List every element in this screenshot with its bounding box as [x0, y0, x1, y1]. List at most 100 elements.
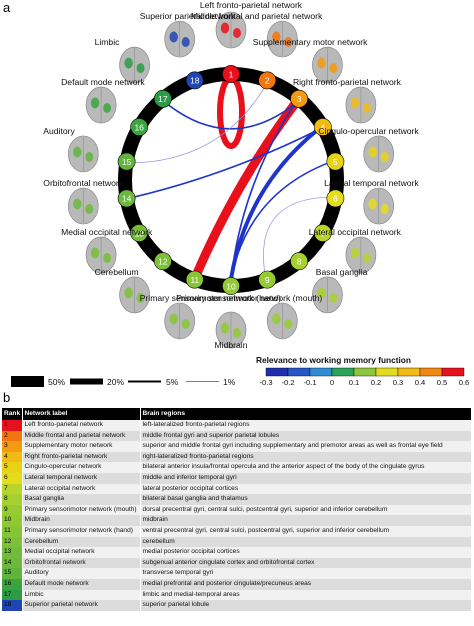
- network-node-3: 3: [290, 89, 309, 108]
- table-row: 2 Middle frontal and parietal network midd…: [2, 430, 472, 442]
- table-row: 13 Medial occipital network medial posteri…: [2, 547, 472, 558]
- node-rank-label: 7: [320, 228, 325, 238]
- brain-thumbnail-6: [363, 187, 395, 225]
- connection-3-10: [230, 103, 296, 280]
- activation-left: [272, 31, 281, 43]
- node-rank-label: 18: [190, 76, 200, 86]
- network-label-4: Right fronto-parietal network: [293, 77, 402, 87]
- panel-b-letter: b: [3, 390, 10, 405]
- rank-cell: 6: [2, 472, 23, 484]
- activation-left: [368, 146, 377, 158]
- network-node-10: 10: [222, 277, 240, 295]
- network-label-8: Basal ganglia: [316, 267, 368, 277]
- activation-right: [85, 204, 94, 215]
- table-row: 16 Default mode network medial prefrontal …: [2, 578, 472, 590]
- node-circle: [326, 189, 345, 208]
- network-label-cell: Supplementary motor network: [22, 441, 141, 452]
- rank-cell: 16: [2, 578, 23, 590]
- brain-thumbnail-10: [215, 311, 247, 349]
- colorbar-tick-label: -0.2: [281, 378, 294, 387]
- network-label-cell: Auditory: [22, 568, 141, 579]
- node-circle: [258, 270, 277, 289]
- activation-right: [136, 292, 145, 303]
- brain-thumbnail-15: [67, 135, 99, 173]
- activation-right: [85, 151, 94, 162]
- table-row: 14 Orbitofrontal network subgenual anterio…: [2, 557, 472, 569]
- activation-right: [329, 63, 338, 74]
- node-rank-label: 17: [158, 94, 168, 104]
- brain-thumbnail-18: [164, 20, 196, 58]
- brain-thumbnail-5: [363, 135, 395, 173]
- colorbar-cell-0: [265, 367, 289, 377]
- node-circle: [222, 277, 240, 295]
- activation-right: [362, 253, 371, 263]
- connection-5-10: [230, 162, 330, 280]
- relevance-colorbar: Relevance to working memory function -0.…: [256, 355, 469, 387]
- activation-right: [181, 37, 190, 48]
- table-row: 10 Midbrain midbrain: [2, 515, 472, 526]
- node-rank-label: 4: [320, 122, 325, 132]
- node-rank-label: 5: [333, 157, 338, 167]
- brain-regions-cell: superior parietal lobule: [140, 600, 472, 611]
- table-row: 11 Primary sensorimotor network (hand) ven…: [2, 525, 472, 537]
- node-circle: [222, 65, 240, 83]
- network-label-cell: Right fronto-parietal network: [22, 451, 141, 463]
- rank-cell: 15: [2, 568, 23, 579]
- brain-thumbnail-11: [164, 302, 196, 340]
- brain-regions-cell: superior and middle frontal gyri includi…: [140, 441, 472, 452]
- table-body: 1 Left fronto-parietal network left-latera…: [2, 420, 472, 611]
- activation-left: [272, 313, 281, 325]
- node-rank-label: 14: [122, 194, 132, 204]
- network-label-13: Medial occipital network: [61, 227, 153, 237]
- connection-3-11: [192, 99, 300, 278]
- node-rank-label: 13: [134, 228, 144, 238]
- header-network-label: Network label: [22, 408, 141, 420]
- rank-cell: 5: [2, 462, 23, 473]
- network-label-9: Primary sensorimotor network (mouth): [176, 293, 322, 303]
- brain-thumbnail-8: [312, 276, 343, 314]
- colorbar-cell-2: [309, 367, 333, 377]
- activation-left: [90, 247, 100, 259]
- colorbar-tick-label: 0.6: [459, 378, 470, 387]
- node-circle: [130, 118, 149, 136]
- rank-cell: 10: [2, 515, 23, 526]
- node-rank-label: 16: [134, 122, 144, 132]
- activation-right: [103, 103, 112, 113]
- panel-a-letter: a: [3, 0, 11, 15]
- network-label-2: Middle frontal and parietal network: [191, 11, 323, 21]
- node-rank-label: 9: [265, 275, 270, 285]
- network-label-cell: Default mode network: [22, 578, 141, 590]
- colorbar-tick-label: -0.1: [303, 378, 316, 387]
- brain-regions-cell: left-lateralized fronto-parietal regions: [140, 420, 472, 431]
- network-node-7: 7: [313, 224, 332, 242]
- node-rank-label: 1: [229, 69, 234, 79]
- network-label-16: Default mode network: [61, 77, 145, 87]
- colorbar-cell-7: [419, 367, 443, 377]
- network-node-2: 2: [258, 71, 277, 90]
- brain-regions-cell: dorsal precentral gyri, central sulci, p…: [140, 504, 472, 516]
- node-circle: [153, 89, 172, 108]
- colorbar-title: Relevance to working memory function: [256, 355, 411, 365]
- network-label-cell: Cingulo-opercular network: [22, 462, 141, 473]
- connection-4-14: [132, 129, 318, 198]
- colorbar-cell-6: [397, 367, 421, 377]
- node-circle: [290, 252, 309, 271]
- edge-width-legend: 50% 20% 5% 1%: [11, 376, 236, 387]
- activation-left: [124, 57, 133, 69]
- network-label-5: Cingulo-opercular network: [318, 126, 419, 136]
- activation-left: [317, 287, 326, 299]
- legend-swatch-50: [11, 376, 44, 387]
- colorbar-tick-label: 0.4: [415, 378, 426, 387]
- brain-regions-cell: medial prefrontal and posterior cingulat…: [140, 578, 472, 590]
- network-node-9: 9: [258, 270, 277, 289]
- activation-left: [169, 31, 178, 43]
- colorbar-cell-8: [441, 367, 465, 377]
- brain-regions-cell: transverse temporal gyri: [140, 568, 472, 579]
- rank-cell: 9: [2, 504, 23, 516]
- brain-regions-cell: limbic and medial-temporal areas: [140, 589, 472, 601]
- legend-label-20: 20%: [107, 377, 124, 387]
- rank-cell: 14: [2, 557, 23, 569]
- brain-regions-cell: cerebellum: [140, 536, 472, 548]
